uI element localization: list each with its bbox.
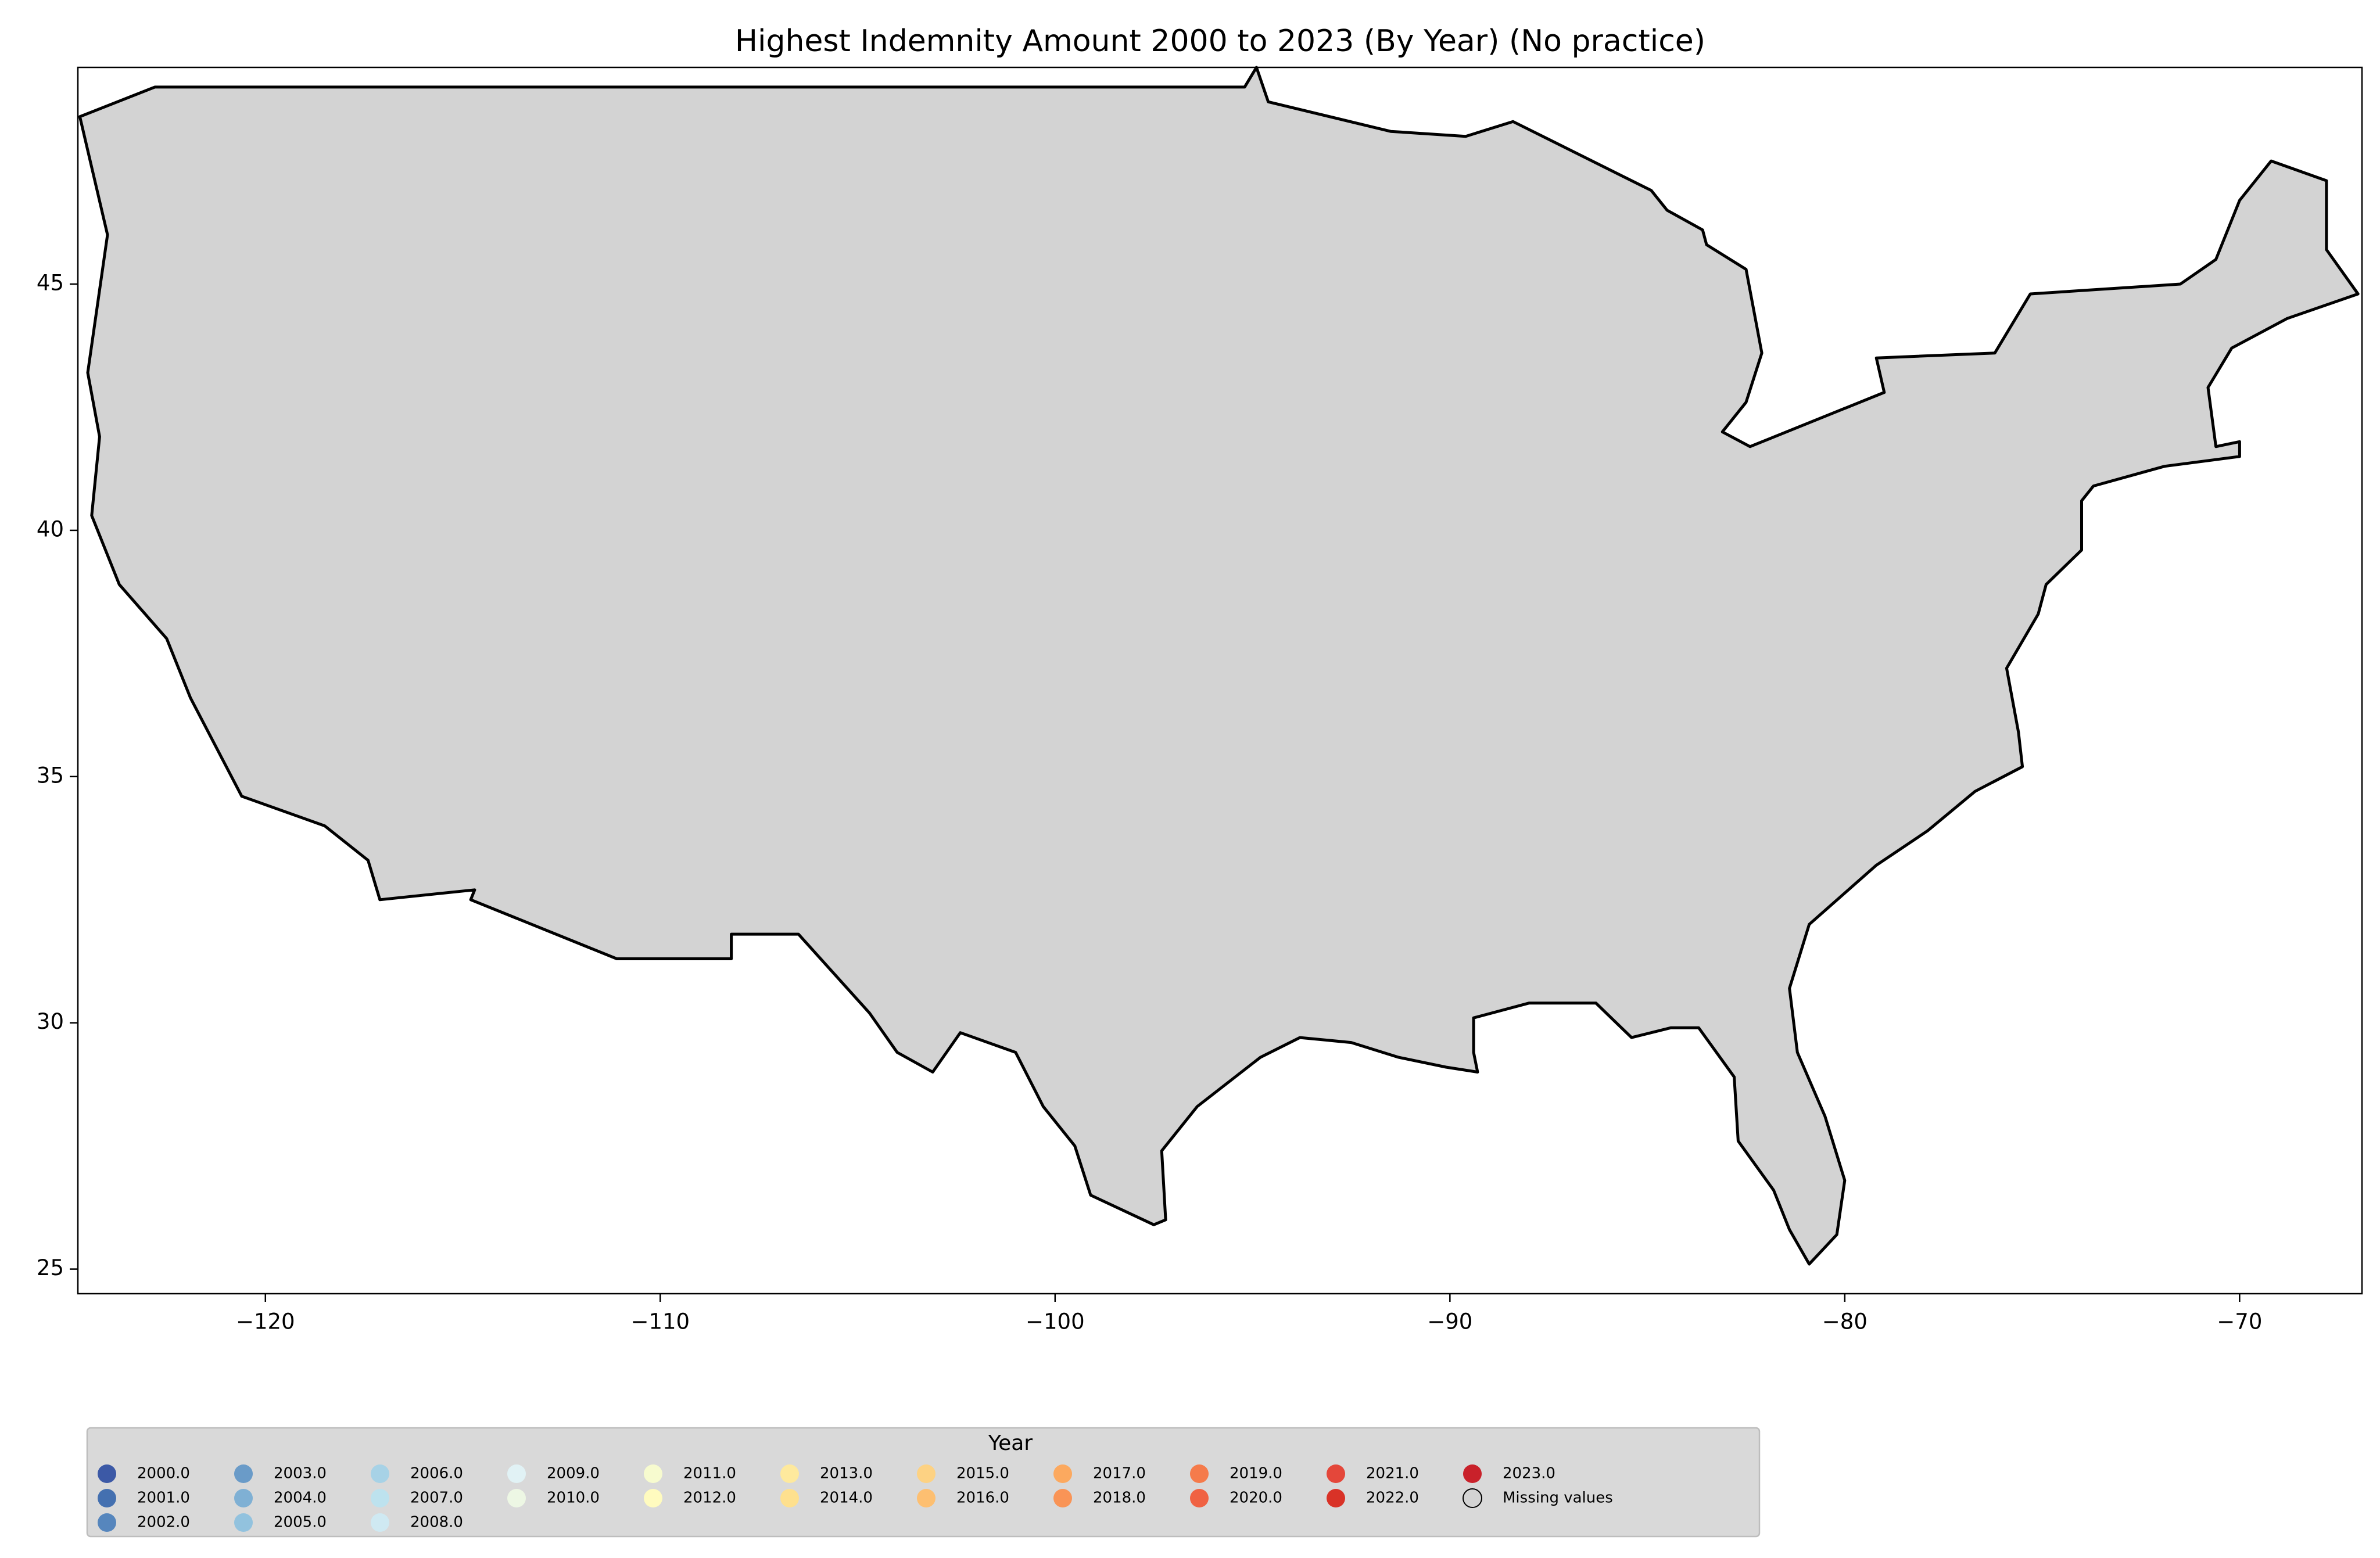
- legend-marker: [1053, 1464, 1072, 1483]
- y-tick-label: 30: [37, 1009, 64, 1034]
- legend-label: 2006.0: [410, 1465, 463, 1482]
- legend-label: 2003.0: [274, 1465, 327, 1482]
- legend-label: 2022.0: [1366, 1489, 1419, 1507]
- legend-title: Year: [988, 1431, 1033, 1455]
- legend-label: 2008.0: [410, 1514, 463, 1531]
- x-tick-label: −110: [630, 1309, 690, 1334]
- x-tick-label: −80: [1822, 1309, 1868, 1334]
- legend-label: 2020.0: [1230, 1489, 1282, 1507]
- plot-frame: [77, 66, 2363, 1295]
- legend-label: 2010.0: [547, 1489, 600, 1507]
- legend-label: 2016.0: [956, 1489, 1009, 1507]
- x-tick-label: −100: [1026, 1309, 1085, 1334]
- legend-label: 2004.0: [274, 1489, 327, 1507]
- legend-label: 2018.0: [1093, 1489, 1146, 1507]
- legend-label: 2011.0: [683, 1465, 736, 1482]
- legend-marker: [371, 1513, 389, 1532]
- legend-marker: [98, 1489, 116, 1507]
- legend-marker: [371, 1464, 389, 1483]
- legend-marker: [1327, 1464, 1345, 1483]
- chart-title: Highest Indemnity Amount 2000 to 2023 (B…: [735, 24, 1705, 59]
- x-tick-label: −70: [2217, 1309, 2262, 1334]
- x-tick-label: −120: [236, 1309, 295, 1334]
- legend-marker: [98, 1513, 116, 1532]
- legend-label: 2012.0: [683, 1489, 736, 1507]
- y-tick-label: 25: [37, 1255, 64, 1280]
- legend-marker: [1463, 1464, 1482, 1483]
- y-tick-label: 40: [37, 516, 64, 541]
- legend-label: 2002.0: [137, 1514, 190, 1531]
- legend-label: 2014.0: [820, 1489, 873, 1507]
- legend-marker: [234, 1464, 253, 1483]
- legend-label: Missing values: [1503, 1489, 1613, 1507]
- legend-marker: [644, 1464, 662, 1483]
- y-tick-label: 45: [37, 271, 64, 296]
- legend-label: 2013.0: [820, 1465, 873, 1482]
- legend-marker: [234, 1513, 253, 1532]
- legend-marker: [507, 1464, 526, 1483]
- legend-marker: [1190, 1489, 1209, 1507]
- legend-label: 2017.0: [1093, 1465, 1146, 1482]
- legend-label: 2005.0: [274, 1514, 327, 1531]
- legend-label: 2021.0: [1366, 1465, 1419, 1482]
- legend-marker: [1463, 1488, 1482, 1508]
- legend-marker: [1327, 1489, 1345, 1507]
- y-tick-label: 35: [37, 763, 64, 788]
- legend-label: 2000.0: [137, 1465, 190, 1482]
- us-outline: [78, 66, 2360, 1266]
- legend-marker: [917, 1489, 935, 1507]
- legend-marker: [371, 1489, 389, 1507]
- legend-label: 2009.0: [547, 1465, 600, 1482]
- legend-marker: [234, 1489, 253, 1507]
- legend-marker: [507, 1489, 526, 1507]
- legend-marker: [644, 1489, 662, 1507]
- legend-marker: [780, 1464, 799, 1483]
- legend-marker: [917, 1464, 935, 1483]
- legend-label: 2019.0: [1230, 1465, 1282, 1482]
- legend-label: 2001.0: [137, 1489, 190, 1507]
- legend-label: 2015.0: [956, 1465, 1009, 1482]
- x-tick-label: −90: [1427, 1309, 1472, 1334]
- legend-label: 2023.0: [1503, 1465, 1555, 1482]
- legend-marker: [98, 1464, 116, 1483]
- legend-marker: [780, 1489, 799, 1507]
- legend-marker: [1053, 1489, 1072, 1507]
- legend-label: 2007.0: [410, 1489, 463, 1507]
- legend-marker: [1190, 1464, 1209, 1483]
